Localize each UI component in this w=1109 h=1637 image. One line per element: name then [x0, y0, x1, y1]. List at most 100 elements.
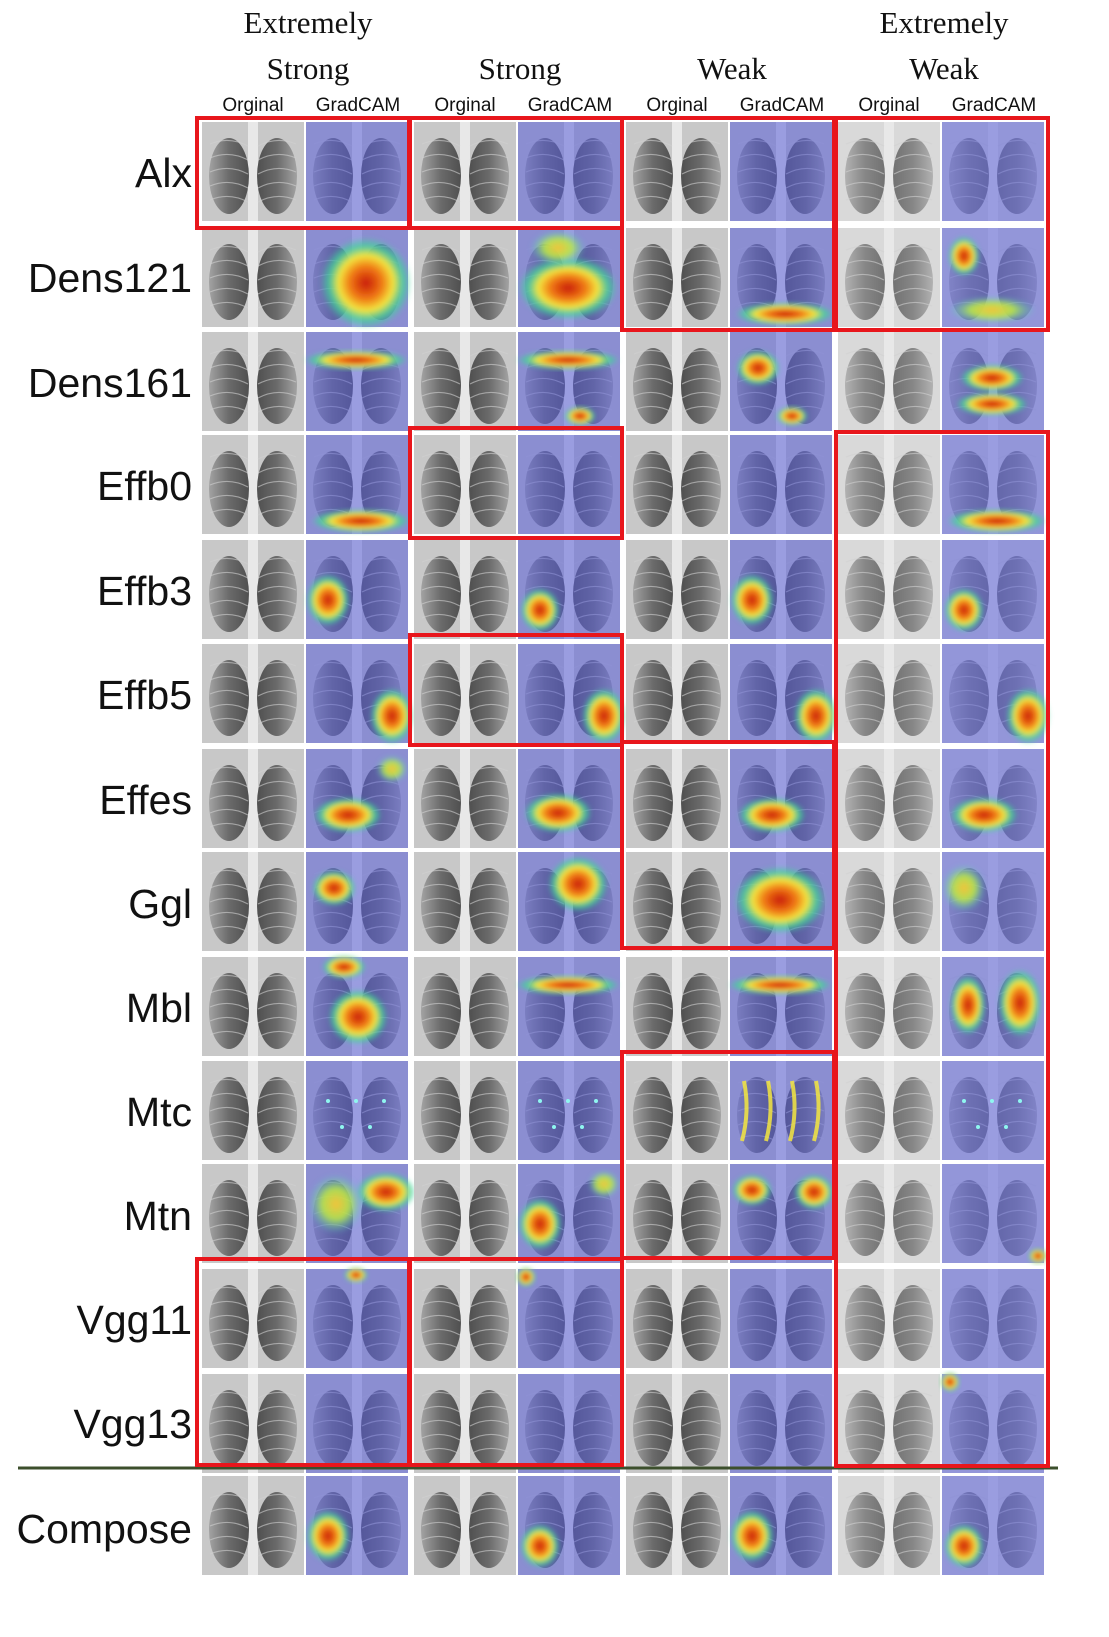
rib-line	[893, 1433, 933, 1441]
rib-line	[209, 1181, 249, 1189]
right-lung	[257, 973, 297, 1049]
rib-line	[209, 794, 249, 802]
spine-shadow	[672, 1476, 682, 1575]
rib-line	[257, 1300, 297, 1308]
rib-line	[469, 273, 509, 281]
rib-line	[681, 1405, 721, 1413]
gradcam-overlay	[306, 1374, 408, 1473]
row-label-dens121: Dens121	[27, 255, 192, 301]
rib-line	[681, 822, 721, 830]
rib-line	[469, 1405, 509, 1413]
rib-line	[681, 780, 721, 788]
rib-line	[893, 1507, 933, 1515]
rib-line	[469, 494, 509, 502]
rib-line	[845, 1134, 885, 1142]
right-lung	[893, 868, 933, 944]
rib-line	[469, 1120, 509, 1128]
heatmap-blob	[947, 509, 1047, 533]
rib-line	[681, 1314, 721, 1322]
rib-line	[257, 1181, 297, 1189]
rib-line	[421, 883, 461, 891]
rib-line	[257, 195, 297, 203]
rib-line	[421, 1447, 461, 1455]
spine-shadow	[460, 852, 470, 951]
rib-line	[421, 1195, 461, 1203]
rib-line	[257, 245, 297, 253]
rib-line	[469, 391, 509, 399]
rib-line	[845, 974, 885, 982]
rib-line	[469, 167, 509, 175]
rib-line	[893, 1300, 933, 1308]
rib-line	[257, 613, 297, 621]
rib-line	[257, 808, 297, 816]
heatmap-speck	[368, 1125, 372, 1129]
rib-line	[845, 1209, 885, 1217]
spine-shadow	[672, 1164, 682, 1263]
rib-line	[893, 661, 933, 669]
right-lung	[257, 765, 297, 841]
rib-line	[893, 1120, 933, 1128]
left-lung	[633, 348, 673, 424]
left-lung	[421, 1285, 461, 1361]
left-lung	[845, 1492, 885, 1568]
rib-line	[209, 897, 249, 905]
rib-line	[681, 494, 721, 502]
rib-line	[633, 585, 673, 593]
gradcam-thumbnail	[518, 852, 620, 951]
rib-line	[469, 689, 509, 697]
rib-line	[845, 1549, 885, 1557]
rib-line	[209, 245, 249, 253]
gradcam-thumbnail	[306, 1267, 408, 1368]
rib-line	[469, 139, 509, 147]
spine-shadow	[884, 852, 894, 951]
rib-line	[845, 508, 885, 516]
gradcam-overlay	[942, 1164, 1044, 1263]
rib-line	[633, 822, 673, 830]
rib-line	[893, 974, 933, 982]
rib-line	[257, 1030, 297, 1038]
rib-line	[681, 1549, 721, 1557]
rib-line	[209, 1493, 249, 1501]
rib-line	[633, 508, 673, 516]
rib-line	[633, 808, 673, 816]
rib-line	[421, 613, 461, 621]
rib-line	[421, 766, 461, 774]
heatmap-blob	[950, 797, 1018, 833]
rib-line	[893, 808, 933, 816]
rib-line	[421, 1120, 461, 1128]
rib-line	[681, 1016, 721, 1024]
rib-line	[893, 925, 933, 933]
rib-line	[845, 613, 885, 621]
heatmap-blob	[734, 866, 826, 934]
rib-line	[257, 377, 297, 385]
heatmap-speck	[340, 1125, 344, 1129]
row-label-dens161: Dens161	[27, 360, 192, 406]
rib-line	[469, 1030, 509, 1038]
rib-line	[257, 480, 297, 488]
rib-line	[633, 1342, 673, 1350]
left-lung	[209, 1180, 249, 1256]
rib-line	[845, 883, 885, 891]
rib-line	[209, 1209, 249, 1217]
heatmap-blob	[730, 574, 774, 626]
rib-line	[257, 1405, 297, 1413]
right-lung	[469, 1390, 509, 1466]
rib-line	[845, 1181, 885, 1189]
rib-line	[209, 494, 249, 502]
rib-line	[633, 974, 673, 982]
rib-line	[633, 1092, 673, 1100]
rib-line	[845, 1002, 885, 1010]
group-header-line: Strong	[266, 51, 350, 86]
gradcam-thumbnail	[306, 644, 414, 744]
heatmap-blob	[312, 870, 356, 906]
rib-line	[845, 452, 885, 460]
rib-line	[681, 181, 721, 189]
original-thumbnail	[838, 228, 940, 327]
left-lung	[633, 973, 673, 1049]
spine-shadow	[248, 435, 258, 534]
gradcam-thumbnail	[730, 228, 835, 327]
rib-line	[209, 1237, 249, 1245]
rib-line	[893, 675, 933, 683]
rib-line	[893, 1447, 933, 1455]
rib-line	[845, 1195, 885, 1203]
